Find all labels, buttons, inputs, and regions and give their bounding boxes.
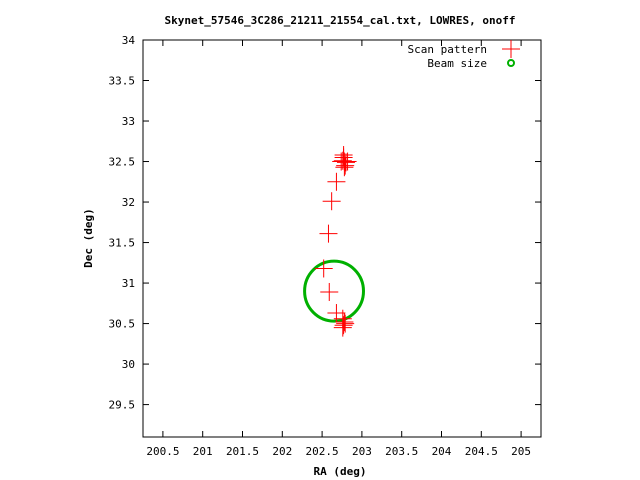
scan-point bbox=[336, 314, 355, 333]
x-tick-label: 200.5 bbox=[146, 445, 179, 458]
scan-point bbox=[336, 156, 355, 175]
x-tick-label: 204.5 bbox=[465, 445, 498, 458]
scan-point bbox=[322, 192, 341, 211]
scan-point bbox=[335, 158, 354, 177]
y-tick-label: 29.5 bbox=[109, 399, 136, 412]
x-tick-label: 203 bbox=[352, 445, 372, 458]
scan-point bbox=[319, 224, 338, 243]
scan-pattern-series bbox=[314, 146, 357, 337]
legend-label-scan-pattern: Scan pattern bbox=[408, 43, 487, 56]
beam-circle bbox=[303, 259, 365, 323]
scan-point bbox=[314, 259, 333, 278]
x-tick-label: 201 bbox=[193, 445, 213, 458]
y-tick-label: 32.5 bbox=[109, 156, 136, 169]
scan-point bbox=[334, 316, 353, 335]
scan-point bbox=[327, 172, 346, 191]
y-tick-label: 31 bbox=[122, 277, 135, 290]
beam-circle-series bbox=[303, 259, 365, 323]
scan-point bbox=[336, 153, 355, 172]
x-tick-labels: 200.5 201 201.5 202 202.5 203 203.5 204 204.5 205 bbox=[146, 445, 531, 458]
legend-marker-beam-size bbox=[507, 59, 515, 67]
scan-point bbox=[334, 146, 353, 165]
legend-marker-scan-pattern bbox=[502, 40, 520, 58]
x-tick-label: 203.5 bbox=[385, 445, 418, 458]
x-tick-label: 202.5 bbox=[306, 445, 339, 458]
y-tick-label: 33.5 bbox=[109, 75, 136, 88]
legend: Scan pattern Beam size bbox=[408, 40, 520, 70]
scan-point bbox=[320, 282, 339, 301]
y-tick-label: 34 bbox=[122, 34, 136, 47]
y-tick-label: 31.5 bbox=[109, 237, 136, 250]
x-tick-label: 202 bbox=[272, 445, 292, 458]
scan-point bbox=[333, 318, 352, 337]
x-tick-label: 201.5 bbox=[226, 445, 259, 458]
legend-label-beam-size: Beam size bbox=[427, 57, 487, 70]
x-tick-label: 205 bbox=[511, 445, 531, 458]
y-tick-label: 30.5 bbox=[109, 318, 136, 331]
y-tick-labels: 29.5 30 30.5 31 31.5 32 32.5 33 33.5 34 bbox=[109, 34, 136, 412]
y-tick-label: 33 bbox=[122, 115, 135, 128]
y-tick-label: 30 bbox=[122, 358, 135, 371]
x-axis-label: RA (deg) bbox=[314, 465, 367, 478]
y-axis-label: Dec (deg) bbox=[82, 208, 95, 268]
plot-area bbox=[142, 39, 542, 438]
axis-ticks bbox=[143, 39, 541, 437]
x-tick-label: 204 bbox=[432, 445, 452, 458]
y-tick-label: 32 bbox=[122, 196, 135, 209]
chart-title: Skynet_57546_3C286_21211_21554_cal.txt, … bbox=[165, 14, 516, 27]
